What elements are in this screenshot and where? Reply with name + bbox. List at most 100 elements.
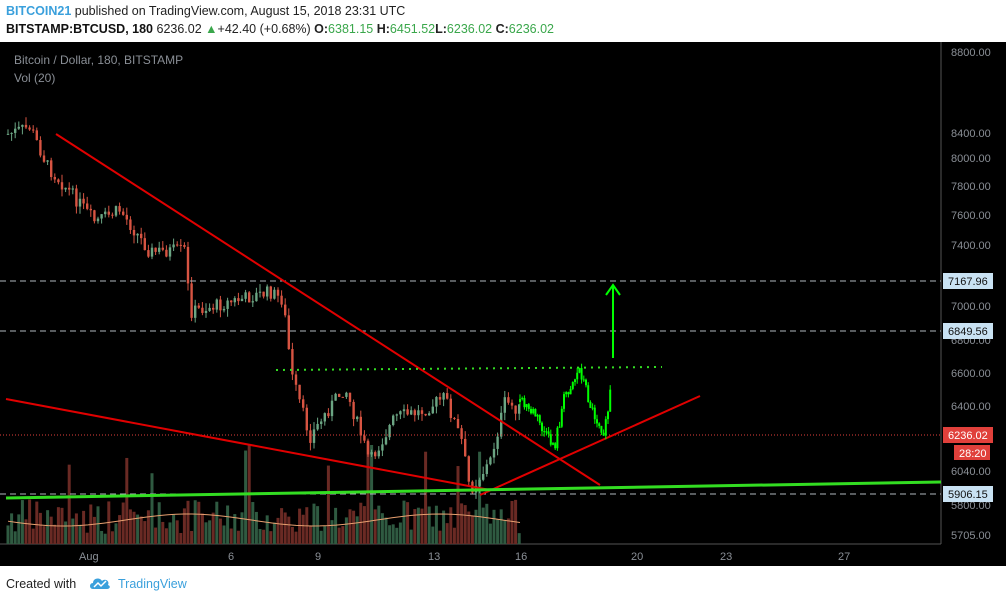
price-tick: 8400.00 <box>951 128 991 140</box>
volume-bar <box>280 508 284 544</box>
candle <box>287 315 290 350</box>
projected-candle <box>523 398 526 408</box>
lower-trendline[interactable] <box>5 398 491 491</box>
volume-bar <box>42 526 46 544</box>
candle <box>222 308 226 311</box>
candle <box>370 452 373 455</box>
volume-bar <box>323 525 327 544</box>
volume-bar <box>218 518 222 544</box>
time-tick: 6 <box>228 551 234 563</box>
projected-path <box>519 363 612 451</box>
projected-candle <box>547 431 550 435</box>
candle <box>330 400 334 417</box>
candle <box>442 393 445 400</box>
volume-bar <box>359 502 363 544</box>
descending-trendline[interactable] <box>55 133 601 486</box>
volume-bar <box>71 518 75 544</box>
volume-bar <box>352 510 356 544</box>
volume-bar <box>380 513 384 544</box>
resistance-dotted-line[interactable] <box>275 366 663 371</box>
volume-bar <box>496 519 500 544</box>
candle <box>496 436 499 449</box>
volume-bar <box>488 523 492 544</box>
price-badge-6849 <box>943 323 993 339</box>
candle <box>345 392 348 397</box>
projected-candle <box>552 443 554 445</box>
volume-bar <box>110 531 114 544</box>
candle <box>125 214 128 220</box>
candle <box>467 456 470 482</box>
candle <box>251 301 254 303</box>
volume-bar <box>420 508 424 544</box>
ascending-trendline[interactable] <box>479 395 701 496</box>
projected-candle <box>580 368 583 380</box>
projected-candle <box>538 415 541 423</box>
candle <box>388 425 391 438</box>
volume-bar <box>431 526 435 544</box>
candle <box>96 218 100 222</box>
projected-candle <box>569 388 572 395</box>
volume-bar <box>269 531 273 544</box>
candlestick-series <box>6 117 521 499</box>
price-tick: 7000.00 <box>951 301 991 313</box>
volume-bar <box>233 514 237 544</box>
volume-bar <box>301 514 305 544</box>
candle <box>377 450 380 457</box>
candle <box>399 411 402 415</box>
candle <box>147 250 150 257</box>
candle <box>93 210 96 222</box>
candle <box>50 160 53 178</box>
candle <box>10 132 13 134</box>
volume-bar <box>157 502 161 544</box>
time-tick: 27 <box>838 551 850 563</box>
tradingview-cloud-icon[interactable] <box>88 575 112 591</box>
volume-bar <box>287 516 291 544</box>
candle <box>71 188 74 190</box>
candle <box>114 206 118 216</box>
volume-bar <box>20 500 24 544</box>
volume-bar <box>161 521 165 544</box>
candle <box>168 247 172 257</box>
author-link[interactable]: BITCOIN21 <box>6 4 72 18</box>
legend-volume: Vol (20) <box>14 71 55 85</box>
candle <box>374 452 377 457</box>
volume-ma-line <box>7 513 521 527</box>
price-tick: 7600.00 <box>951 210 991 222</box>
projected-candle <box>556 427 559 449</box>
price-tick: 6400.00 <box>951 401 991 413</box>
volume-bar <box>424 451 428 544</box>
candle <box>500 412 503 437</box>
volume-bar <box>434 505 438 544</box>
candle <box>219 299 222 311</box>
volume-bar <box>413 509 417 544</box>
candle <box>46 160 49 162</box>
volume-bar <box>240 512 244 544</box>
price-axis <box>942 42 1006 566</box>
candle <box>161 247 164 250</box>
volume-bar <box>251 502 255 544</box>
close-value: 6236.02 <box>508 22 554 36</box>
volume-bar <box>164 528 168 544</box>
candle <box>273 289 276 299</box>
candle <box>89 208 92 211</box>
volume-bar <box>74 513 78 544</box>
candle <box>176 244 179 246</box>
candle <box>356 416 359 420</box>
candle <box>78 198 82 207</box>
candle <box>183 245 186 247</box>
candle <box>294 374 298 385</box>
candle <box>312 429 316 443</box>
footer-brand-link[interactable]: TradingView <box>118 577 187 591</box>
candle <box>316 423 319 430</box>
support-trendline[interactable] <box>5 480 942 500</box>
price-chart[interactable]: Bitcoin / Dollar, 180, BITSTAMP Vol (20)… <box>0 42 1006 566</box>
volume-bar <box>384 517 388 544</box>
projected-candle <box>585 379 587 386</box>
volume-bar <box>463 505 467 544</box>
candle <box>118 206 121 212</box>
projected-candle <box>571 382 574 389</box>
volume-bar <box>499 509 503 544</box>
high-value: 6451.52 <box>389 22 436 36</box>
candle <box>6 133 10 135</box>
candle <box>323 413 326 422</box>
